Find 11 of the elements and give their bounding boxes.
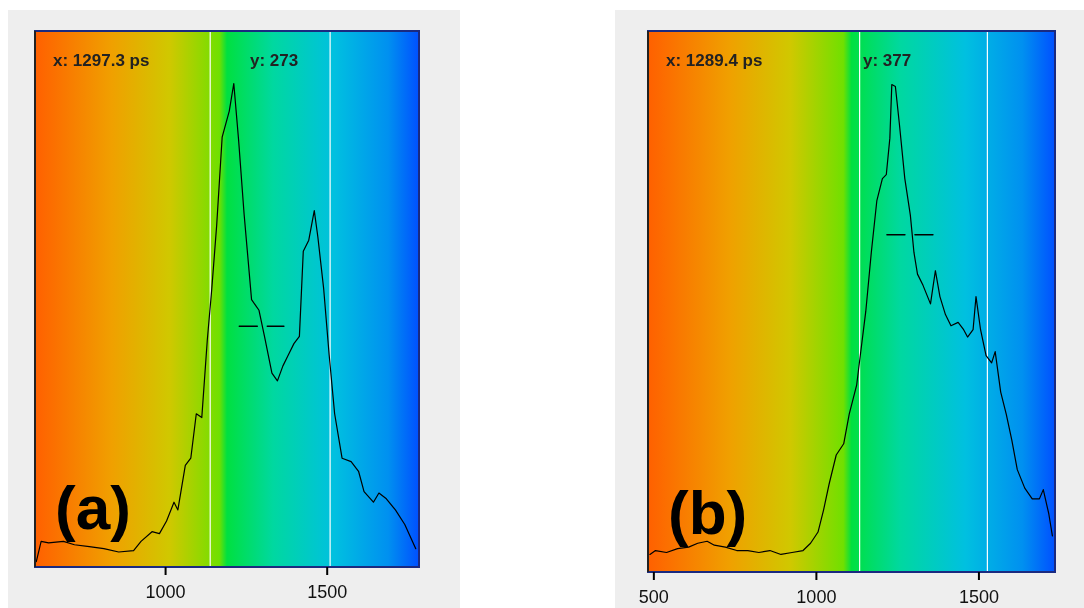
text: x: 1289.4 ps xyxy=(666,51,763,70)
x-tick-label: 1000 xyxy=(796,587,837,607)
text: x: 1297.3 ps xyxy=(53,51,150,70)
x-tick-label: 1000 xyxy=(145,582,186,602)
x-tick-label: 1500 xyxy=(958,587,999,607)
text: y: 377 xyxy=(863,51,912,70)
annotation: (b) xyxy=(668,478,748,547)
x-tick-label: 500 xyxy=(638,587,669,607)
x-tick-label: 1500 xyxy=(307,582,348,602)
annotation: (a) xyxy=(55,473,131,542)
text: y: 273 xyxy=(250,51,299,70)
